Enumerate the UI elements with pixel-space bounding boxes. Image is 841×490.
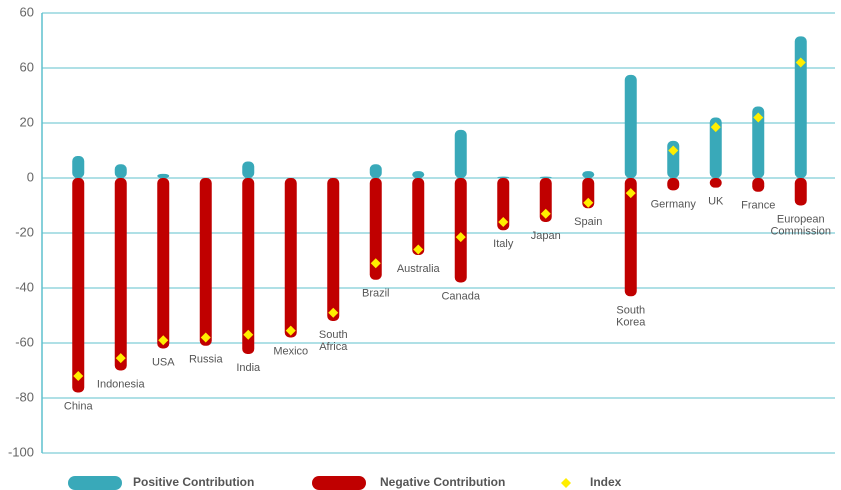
category-label: Russia [189,354,224,366]
negative-bar [539,178,552,222]
index-marker [73,371,84,381]
category-label: Italy [493,238,514,250]
index-marker [498,217,509,227]
negative-bar [199,178,212,346]
index-marker [795,57,806,68]
negative-bar [454,178,467,283]
index-marker [158,335,169,346]
negative-bar [157,178,170,349]
category-label: India [236,362,261,374]
y-tick-label: -20 [15,224,34,239]
category-label: European Commission [770,213,831,237]
category-label: Japan [531,230,561,242]
y-tick-label: -80 [15,389,34,404]
positive-bar [242,161,255,178]
positive-bar [114,164,127,178]
y-tick-label: -60 [15,334,34,349]
legend-label: Negative Contribution [380,475,505,489]
category-label: Indonesia [97,378,146,390]
index-marker [413,244,424,255]
category-label: Mexico [273,345,308,357]
negative-bar [497,178,510,231]
index-marker [455,232,466,243]
index-marker [625,188,636,199]
negative-bar [369,178,382,280]
y-tick-label: -100 [8,444,34,459]
legend-swatch [68,476,122,490]
category-label: Spain [574,216,602,228]
positive-bar [369,164,382,178]
y-tick-label: 20 [20,114,34,129]
category-label: Germany [651,198,697,210]
negative-bar [709,178,722,188]
index-marker [115,353,126,364]
category-label: South Korea [616,304,646,328]
category-label: USA [152,356,175,368]
negative-bar [412,178,425,255]
index-marker [200,332,211,343]
legend-swatch [312,476,366,490]
positive-bar [497,176,510,178]
legend-label: Positive Contribution [133,475,254,489]
index-marker [243,329,254,340]
category-label: France [741,200,775,212]
index-marker [583,197,594,208]
positive-bar [72,156,85,178]
y-tick-label: -40 [15,279,34,294]
index-marker [328,307,339,318]
y-tick-label: 60 [20,59,34,74]
category-label: Brazil [362,288,390,300]
positive-bar [412,171,425,178]
negative-bar [582,178,595,209]
category-label: China [64,400,94,412]
negative-bar [624,178,637,297]
y-tick-label: 60 [20,4,34,19]
category-label: Australia [397,263,441,275]
negative-bar [284,178,297,338]
positive-bar [454,129,467,178]
positive-bar [624,74,637,178]
category-label: South Africa [319,329,348,353]
positive-bar [582,171,595,178]
negative-bar [242,178,255,354]
index-marker [370,258,381,269]
index-marker [753,112,764,123]
negative-bar [667,178,680,191]
index-marker [710,122,721,133]
positive-bar [157,173,170,178]
category-label: UK [708,196,724,208]
y-tick-label: 0 [27,169,34,184]
category-label: Canada [441,290,480,302]
legend-swatch [561,478,571,488]
negative-bar [794,178,807,206]
negative-bar [752,178,765,192]
legend-label: Index [590,475,622,489]
negative-bar [72,178,85,393]
index-marker [540,208,551,219]
positive-bar [752,106,765,178]
positive-bar [794,36,807,178]
positive-bar [709,117,722,178]
positive-bar [539,176,552,178]
index-marker [285,325,296,336]
negative-bar [114,178,127,371]
index-marker [668,145,679,156]
negative-bar [327,178,340,321]
